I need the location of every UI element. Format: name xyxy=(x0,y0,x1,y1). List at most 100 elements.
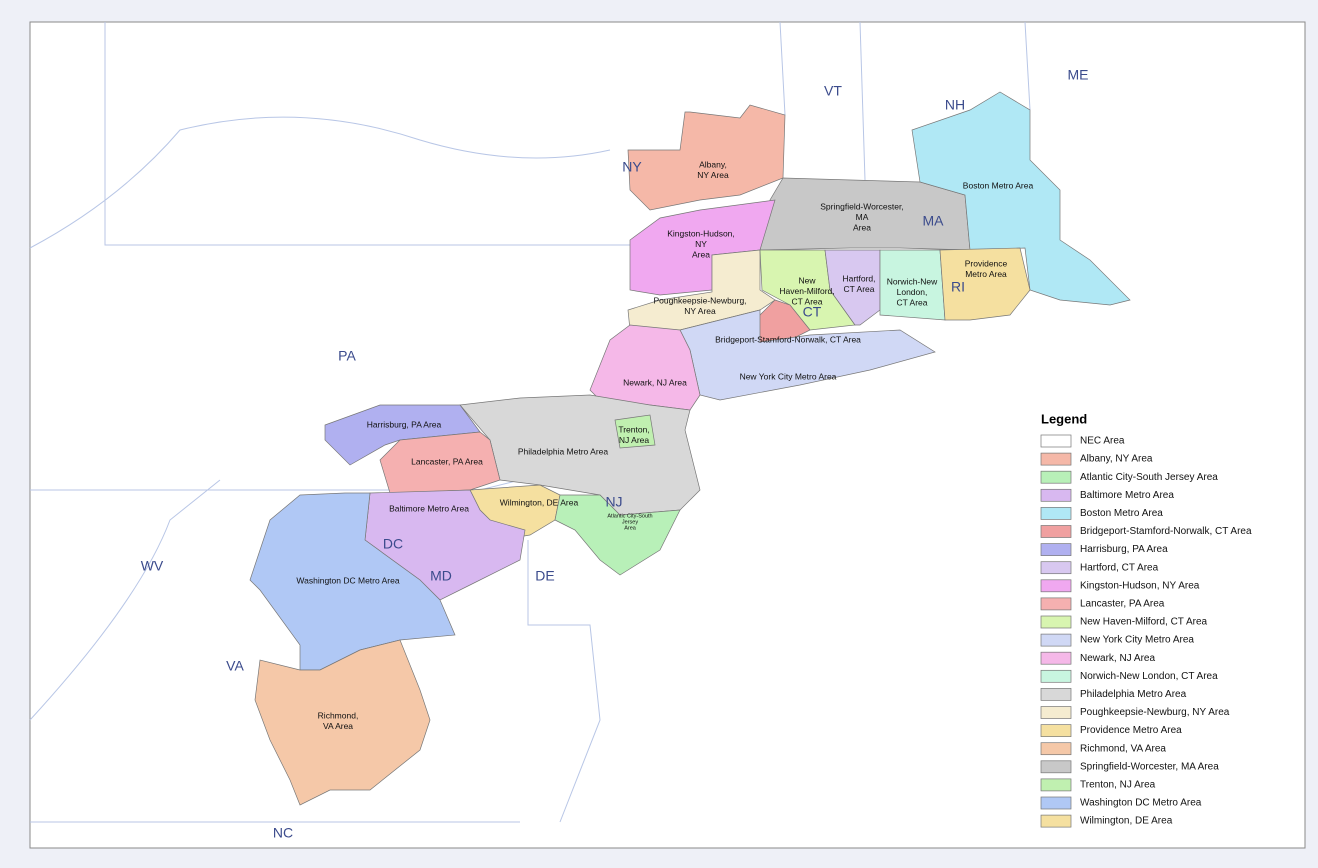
legend-title: Legend xyxy=(1041,411,1087,426)
region-label: CT Area xyxy=(843,284,874,294)
state-label: RI xyxy=(951,279,965,295)
state-border xyxy=(29,116,611,249)
region-label: Bridgeport-Stamford-Norwalk, CT Area xyxy=(715,334,861,344)
region-label: Area xyxy=(853,222,871,232)
legend-label: Providence Metro Area xyxy=(1080,725,1182,736)
state-label: MD xyxy=(430,568,452,584)
label-layer: NYVTNHMEMARICTPANJDEMDDCWVVANCAlbany,NY … xyxy=(141,67,1089,841)
legend-label: NEC Area xyxy=(1080,436,1125,447)
legend-swatch xyxy=(1040,706,1072,719)
region-label: Jersey xyxy=(622,519,638,525)
region-area xyxy=(627,104,786,211)
region-label: Trenton, xyxy=(618,424,649,434)
legend-label: Washington DC Metro Area xyxy=(1080,798,1202,809)
legend-label: Atlantic City-South Jersey Area xyxy=(1080,472,1218,483)
state-label: MA xyxy=(923,213,945,229)
legend-label: Poughkeepsie-Newburg, NY Area xyxy=(1080,707,1230,718)
region-label: Springfield-Worcester, xyxy=(820,201,903,211)
legend-swatch xyxy=(1040,688,1072,701)
state-label: DE xyxy=(535,568,554,584)
state-border xyxy=(527,540,601,823)
region-label: Albany, xyxy=(699,159,727,169)
region-label: Haven-Milford, xyxy=(779,286,834,296)
state-label: NY xyxy=(622,159,642,175)
legend-swatch xyxy=(1040,778,1072,792)
legend-label: Harrisburg, PA Area xyxy=(1080,544,1168,555)
legend-swatch xyxy=(1040,796,1072,810)
state-label: NJ xyxy=(605,494,622,510)
legend-swatch xyxy=(1040,760,1072,774)
legend-label: Trenton, NJ Area xyxy=(1080,780,1156,791)
region-label: NY Area xyxy=(684,306,716,316)
state-label: ME xyxy=(1068,67,1089,83)
region-area xyxy=(911,91,1131,306)
region-area xyxy=(554,494,681,576)
state-label: WV xyxy=(141,558,164,574)
region-label: Atlantic City-South xyxy=(607,513,652,519)
region-label: Baltimore Metro Area xyxy=(389,503,469,513)
region-area xyxy=(939,247,1031,321)
legend-swatch xyxy=(1040,597,1072,611)
legend-label: Bridgeport-Stamford-Norwalk, CT Area xyxy=(1080,526,1252,537)
legend-swatch xyxy=(1040,470,1072,484)
legend-label: Newark, NJ Area xyxy=(1080,653,1155,664)
region-label: Poughkeepsie-Newburg, xyxy=(653,295,746,305)
region-label: Providence xyxy=(965,258,1008,268)
legend-swatch xyxy=(1040,669,1072,683)
region-label: Norwich-New xyxy=(887,276,938,286)
region-area xyxy=(254,639,431,806)
region-label: Newark, NJ Area xyxy=(623,377,687,387)
legend-label: Boston Metro Area xyxy=(1080,508,1163,519)
legend-label: Springfield-Worcester, MA Area xyxy=(1080,761,1219,772)
region-label: Philadelphia Metro Area xyxy=(518,446,609,456)
region-label: CT Area xyxy=(896,297,927,307)
legend-label: Baltimore Metro Area xyxy=(1080,490,1174,501)
legend-label: Richmond, VA Area xyxy=(1080,743,1166,754)
region-label: Lancaster, PA Area xyxy=(411,456,483,466)
region-label: Boston Metro Area xyxy=(963,180,1034,190)
legend-swatch xyxy=(1040,488,1072,502)
region-label: Kingston-Hudson, xyxy=(667,228,735,238)
legend-swatch xyxy=(1040,724,1072,737)
legend-label: Lancaster, PA Area xyxy=(1080,599,1165,610)
region-label: Metro Area xyxy=(965,269,1007,279)
state-label: VA xyxy=(226,658,244,674)
state-borders xyxy=(29,21,1031,823)
state-label: CT xyxy=(803,304,822,320)
legend-label: Albany, NY Area xyxy=(1080,454,1153,465)
region-area xyxy=(614,414,656,449)
region-label: MA xyxy=(856,212,869,222)
state-border xyxy=(779,21,1031,181)
state-border xyxy=(29,479,520,823)
state-label: DC xyxy=(383,536,403,552)
legend-label: New Haven-Milford, CT Area xyxy=(1080,617,1208,628)
legend-swatch xyxy=(1040,452,1072,466)
legend-label: Kingston-Hudson, NY Area xyxy=(1080,580,1200,591)
legend-label: Norwich-New London, CT Area xyxy=(1080,671,1218,682)
legend-swatch xyxy=(1040,507,1072,520)
region-label: New xyxy=(798,275,816,285)
legend-swatch xyxy=(1040,561,1072,575)
legend-swatch xyxy=(1040,579,1072,593)
legend-swatch xyxy=(1040,615,1072,629)
state-label: VT xyxy=(824,83,842,99)
legend: Legend NEC Area Albany, NY Area Atlantic C… xyxy=(1040,411,1252,828)
legend-swatch xyxy=(1040,742,1072,756)
region-label: NY Area xyxy=(697,170,729,180)
legend-swatch xyxy=(1040,633,1072,647)
legend-swatch xyxy=(1040,525,1072,538)
legend-swatch xyxy=(1040,651,1072,665)
region-label: Area xyxy=(624,525,637,531)
region-label: London, xyxy=(897,287,928,297)
state-label: NH xyxy=(945,97,965,113)
state-label: NC xyxy=(273,825,293,841)
region-label: Harrisburg, PA Area xyxy=(367,419,442,429)
region-label: NJ Area xyxy=(619,435,650,445)
region-label: NY xyxy=(695,239,707,249)
region-label: VA Area xyxy=(323,721,353,731)
legend-swatch xyxy=(1040,814,1072,828)
region-label: Wilmington, DE Area xyxy=(500,497,579,507)
legend-label: Philadelphia Metro Area xyxy=(1080,689,1187,700)
